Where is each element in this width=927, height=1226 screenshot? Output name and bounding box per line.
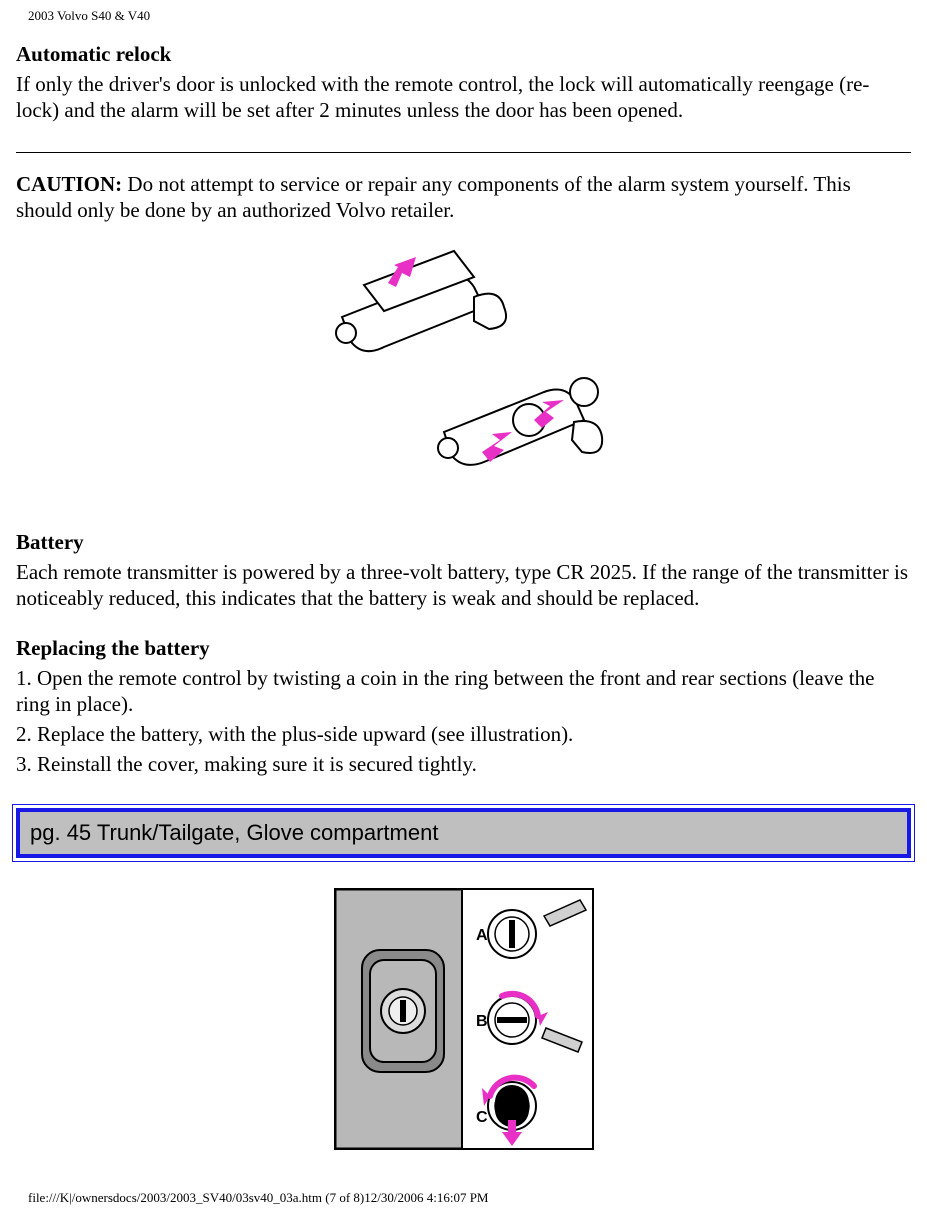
label-b: B — [476, 1013, 488, 1030]
step-3: 3. Reinstall the cover, making sure it i… — [16, 751, 911, 777]
body-automatic-relock: If only the driver's door is unlocked wi… — [16, 71, 911, 124]
heading-automatic-relock: Automatic relock — [16, 42, 911, 67]
trunk-lock-illustration: A B C — [334, 888, 594, 1150]
caution-body: Do not attempt to service or repair any … — [16, 172, 851, 222]
section-automatic-relock: Automatic relock If only the driver's do… — [16, 42, 911, 124]
caution-label: CAUTION: — [16, 172, 122, 196]
step-2: 2. Replace the battery, with the plus-si… — [16, 721, 911, 747]
page-section-banner: pg. 45 Trunk/Tailgate, Glove compartment — [16, 808, 911, 858]
footer-file-path: file:///K|/ownersdocs/2003/2003_SV40/03s… — [28, 1190, 911, 1206]
step-1: 1. Open the remote control by twisting a… — [16, 665, 911, 718]
caution-paragraph: CAUTION: Do not attempt to service or re… — [16, 171, 911, 224]
section-replacing-battery: Replacing the battery 1. Open the remote… — [16, 636, 911, 778]
heading-replacing-battery: Replacing the battery — [16, 636, 911, 661]
body-battery: Each remote transmitter is powered by a … — [16, 559, 911, 612]
section-battery: Battery Each remote transmitter is power… — [16, 530, 911, 612]
remote-battery-illustration — [324, 247, 604, 502]
document-header-title: 2003 Volvo S40 & V40 — [28, 8, 911, 24]
label-c: C — [476, 1109, 488, 1126]
label-a: A — [476, 927, 488, 944]
document-page: 2003 Volvo S40 & V40 Automatic relock If… — [0, 0, 927, 1226]
horizontal-rule — [16, 152, 911, 153]
heading-battery: Battery — [16, 530, 911, 555]
